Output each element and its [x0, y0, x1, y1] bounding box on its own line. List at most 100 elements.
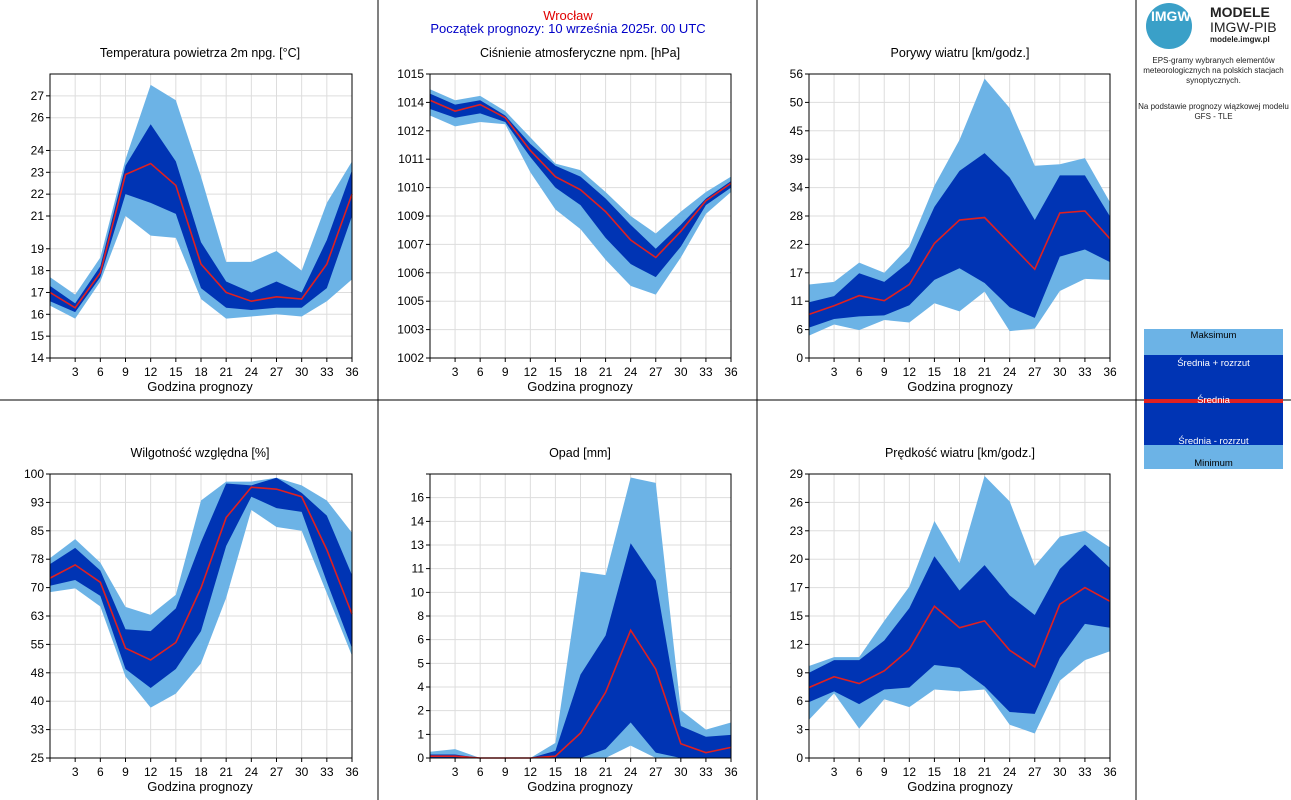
y-tick-label: 11: [791, 294, 804, 308]
logo-mark-icon: IMGW: [1146, 3, 1192, 49]
x-tick-label: 33: [699, 365, 713, 379]
y-tick-label: 17: [790, 266, 804, 280]
y-tick-label: 1006: [397, 266, 424, 280]
legend-band-min: [1144, 445, 1283, 469]
humidity-band-spread: [50, 477, 352, 688]
x-tick-label: 15: [169, 365, 183, 379]
x-tick-label: 12: [144, 765, 158, 779]
y-tick-label: 56: [790, 67, 804, 81]
x-tick-label: 18: [194, 765, 208, 779]
y-tick-label: 1007: [397, 237, 424, 251]
wind-speed-title: Prędkość wiatru [km/godz.]: [884, 446, 1036, 460]
y-tick-label: 11: [412, 562, 425, 576]
x-tick-label: 18: [574, 365, 588, 379]
temperature-mean-line: [49, 162, 353, 309]
legend-band-max: [1144, 329, 1283, 355]
legend-min-label: Minimum: [1194, 458, 1233, 469]
legend-mean-minus-label: Średnia - rozrzut: [1178, 436, 1249, 447]
y-tick-label: 1002: [397, 351, 424, 365]
pressure-band-spread: [430, 93, 731, 278]
pressure-chart: 1002 1003 1005 1006 1007 1009 1010 1011 1012 1014…: [397, 67, 738, 379]
temperature-band-spread: [50, 124, 352, 313]
y-tick-label: 100: [24, 467, 44, 481]
wind-speed-xlabel: Godzina prognozy: [907, 779, 1013, 794]
x-tick-label: 27: [270, 765, 284, 779]
y-tick-label: 1010: [397, 181, 424, 195]
x-tick-label: 36: [1103, 365, 1117, 379]
y-tick-label: 16: [31, 307, 45, 321]
x-tick-label: 24: [245, 365, 259, 379]
y-tick-label: 0: [796, 751, 803, 765]
temperature-xlabel: Godzina prognozy: [147, 379, 253, 394]
x-tick-label: 12: [524, 365, 538, 379]
legend-mean-label: Średnia: [1197, 395, 1230, 406]
y-tick-label: 1: [417, 727, 424, 741]
x-tick-label: 27: [649, 365, 663, 379]
y-tick-label: 50: [790, 95, 804, 109]
y-tick-label: 55: [31, 637, 45, 651]
y-tick-label: 19: [31, 242, 45, 256]
y-tick-label: 13: [411, 538, 425, 552]
pressure-title: Ciśnienie atmosferyczne npm. [hPa]: [479, 46, 681, 60]
y-tick-label: 21: [31, 209, 45, 223]
y-tick-label: 4: [417, 680, 424, 694]
x-tick-label: 21: [599, 765, 613, 779]
y-tick-label: 15: [31, 329, 45, 343]
x-tick-label: 12: [903, 365, 917, 379]
y-tick-label: 0: [417, 751, 424, 765]
x-tick-label: 30: [295, 365, 309, 379]
x-tick-label: 30: [1053, 765, 1067, 779]
model-basis: Na podstawie prognozy wiązkowej modelu G…: [1138, 102, 1289, 121]
y-tick-label: 23: [31, 165, 45, 179]
x-tick-label: 30: [674, 365, 688, 379]
x-tick-label: 36: [724, 365, 738, 379]
y-tick-label: 6: [796, 323, 803, 337]
x-tick-label: 30: [295, 765, 309, 779]
x-tick-label: 15: [549, 765, 563, 779]
station-name: Wrocław: [543, 8, 593, 23]
x-tick-label: 24: [624, 765, 638, 779]
imgw-logo: IMGW MODELE IMGW-PIB modele.imgw.pl: [1146, 3, 1286, 49]
x-tick-label: 21: [978, 365, 992, 379]
humidity-title: Wilgotność względna [%]: [130, 446, 270, 460]
y-tick-label: 63: [31, 609, 45, 623]
x-tick-label: 36: [345, 765, 359, 779]
y-tick-label: 1014: [397, 95, 424, 109]
x-tick-label: 18: [574, 765, 588, 779]
y-tick-label: 25: [31, 751, 45, 765]
y-tick-label: 5: [417, 656, 424, 670]
x-tick-label: 3: [831, 365, 838, 379]
x-tick-label: 24: [624, 365, 638, 379]
gusts-xlabel: Godzina prognozy: [907, 379, 1013, 394]
x-tick-label: 6: [477, 365, 484, 379]
x-tick-label: 12: [144, 365, 158, 379]
pressure-mean-line: [429, 99, 732, 259]
y-tick-label: 2: [417, 704, 424, 718]
forecast-start: Początek prognozy: 10 września 2025r. 00…: [430, 21, 706, 36]
x-tick-label: 12: [524, 765, 538, 779]
y-tick-label: 28: [790, 209, 804, 223]
x-tick-label: 6: [97, 765, 104, 779]
x-tick-label: 3: [452, 765, 459, 779]
x-tick-label: 3: [452, 365, 459, 379]
y-tick-label: 39: [790, 152, 804, 166]
legend-mean-plus-label: Średnia + rozrzut: [1177, 358, 1250, 369]
y-tick-label: 45: [790, 124, 804, 138]
humidity-xlabel: Godzina prognozy: [147, 779, 253, 794]
x-tick-label: 27: [270, 365, 284, 379]
y-tick-label: 8: [417, 609, 424, 623]
x-tick-label: 30: [1053, 365, 1067, 379]
x-tick-label: 21: [219, 365, 233, 379]
y-tick-label: 85: [31, 524, 45, 538]
x-tick-label: 33: [1078, 365, 1092, 379]
y-tick-label: 70: [31, 581, 45, 595]
y-tick-label: 26: [790, 495, 804, 509]
x-tick-label: 6: [856, 765, 863, 779]
x-tick-label: 24: [1003, 765, 1017, 779]
y-tick-label: 15: [790, 609, 804, 623]
x-tick-label: 27: [1028, 365, 1042, 379]
x-tick-label: 6: [97, 365, 104, 379]
gusts-mean-line: [808, 210, 1111, 316]
